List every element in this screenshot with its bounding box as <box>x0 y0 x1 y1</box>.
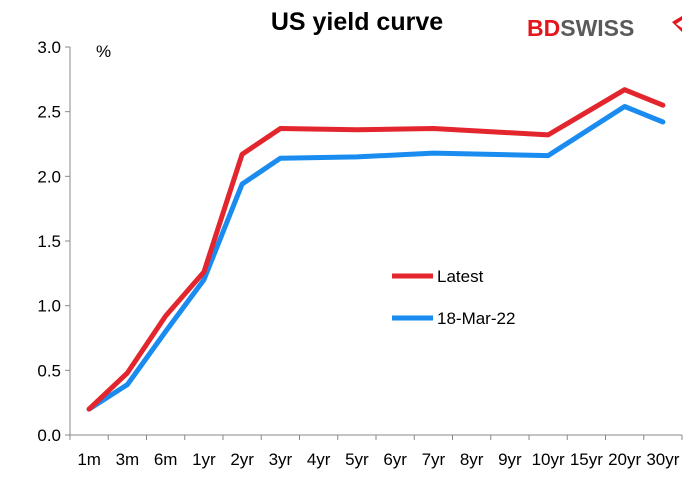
y-axis-unit-label: % <box>96 42 111 61</box>
y-axis-ticks: 0.0 0.5 1.0 1.5 2.0 2.5 3.0 <box>37 38 70 445</box>
x-tick-label: 10yr <box>532 450 565 469</box>
chart-title: US yield curve <box>271 8 443 36</box>
axes <box>69 47 682 436</box>
x-tick-label: 6yr <box>383 450 407 469</box>
x-tick-label: 1yr <box>192 450 216 469</box>
x-tick-label: 3yr <box>269 450 293 469</box>
logo-bd-text: BD <box>527 15 560 41</box>
y-tick-label: 3.0 <box>37 38 61 57</box>
y-tick-label: 1.5 <box>37 232 61 251</box>
x-tick-label: 30yr <box>646 450 679 469</box>
legend-label-18-mar-22: 18-Mar-22 <box>437 309 515 328</box>
x-tick-label: 4yr <box>307 450 331 469</box>
svg-text:BDSWISS: BDSWISS <box>527 15 634 41</box>
x-tick-label: 15yr <box>570 450 603 469</box>
x-tick-label: 9yr <box>498 450 522 469</box>
x-tick-label: 20yr <box>608 450 641 469</box>
x-tick-label: 1m <box>77 450 101 469</box>
x-axis-ticks: 1m 3m 6m 1yr 2yr 3yr 4yr 5yr 6yr 7yr 8yr 9yr 10yr 15y… <box>69 435 683 469</box>
y-tick-label: 0.5 <box>37 361 61 380</box>
x-tick-label: 8yr <box>460 450 484 469</box>
y-tick-label: 1.0 <box>37 297 61 316</box>
y-tick-label: 0.0 <box>37 426 61 445</box>
x-tick-label: 5yr <box>345 450 369 469</box>
series-lines <box>86 87 666 412</box>
y-tick-label: 2.0 <box>37 167 61 186</box>
x-tick-label: 2yr <box>230 450 254 469</box>
series-line-18-mar-22 <box>86 104 666 412</box>
legend: Latest 18-Mar-22 <box>392 267 515 328</box>
logo-swiss-text: SWISS <box>560 15 634 41</box>
x-tick-label: 3m <box>116 450 140 469</box>
x-tick-label: 6m <box>154 450 178 469</box>
brand-logo: BDSWISS <box>527 15 682 41</box>
series-line-latest <box>86 87 666 412</box>
x-tick-label: 7yr <box>422 450 446 469</box>
y-tick-label: 2.5 <box>37 103 61 122</box>
logo-chevron-icon <box>672 16 682 32</box>
legend-label-latest: Latest <box>437 267 484 286</box>
